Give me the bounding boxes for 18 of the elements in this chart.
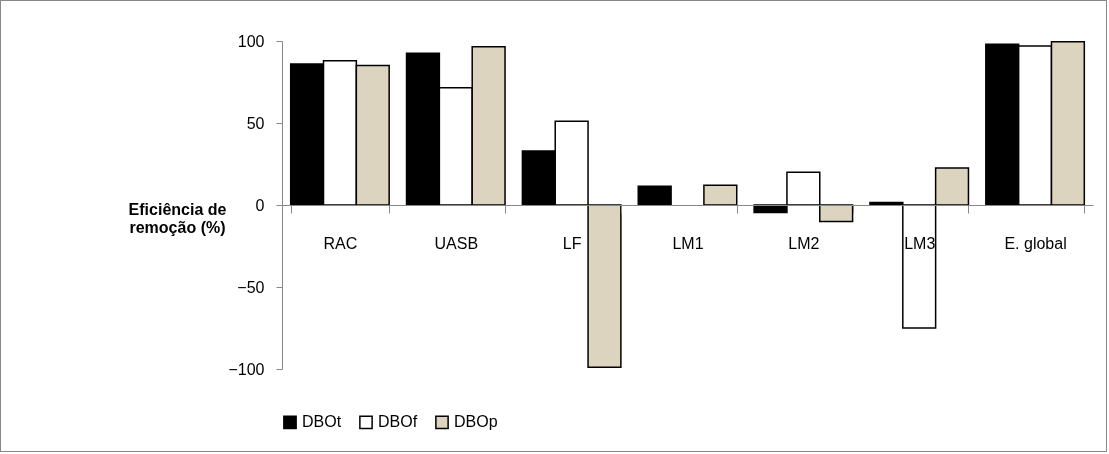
bar [637, 185, 672, 206]
legend-label: DBOf [378, 413, 418, 431]
y-tick-label: −50 [237, 278, 265, 296]
x-tick-label: LF [562, 234, 582, 252]
x-tick-label: LM3 [904, 234, 936, 252]
y-tick-label: 0 [255, 196, 265, 214]
legend-label: DBOp [454, 413, 498, 431]
y-axis-title: Eficiência de remoção (%) [128, 200, 227, 236]
y-tick-label: −100 [228, 360, 265, 378]
x-tick-label: RAC [323, 234, 358, 252]
legend-label: DBOt [302, 413, 342, 431]
y-tick-label: 100 [237, 32, 265, 50]
x-tick-label: E. global [1004, 234, 1067, 252]
x-tick-label: LM1 [672, 234, 704, 252]
x-tick-label: UASB [434, 234, 479, 252]
x-tick-label: LM2 [788, 234, 820, 252]
y-tick-label: 50 [246, 114, 265, 132]
bar [703, 184, 738, 206]
